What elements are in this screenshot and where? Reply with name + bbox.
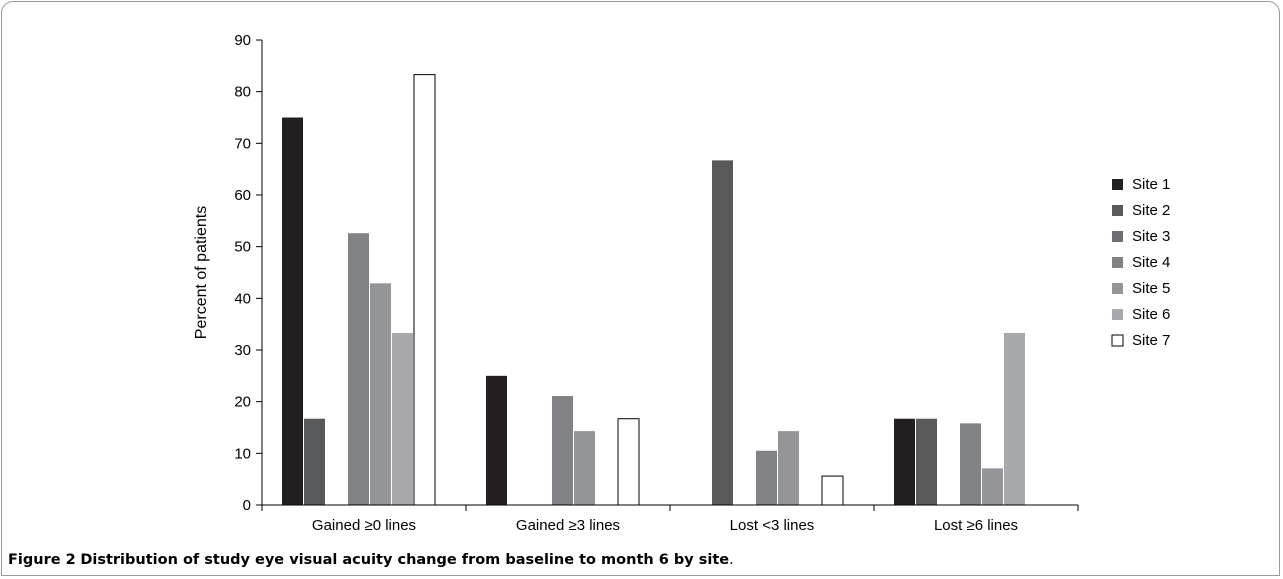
bar-site-5 xyxy=(574,431,595,505)
x-tick-label: Gained ≥0 lines xyxy=(312,517,416,534)
y-tick-label: 30 xyxy=(234,342,251,359)
bar-site-1 xyxy=(894,418,915,505)
figure-caption-text: Distribution of study eye visual acuity … xyxy=(80,552,730,568)
x-tick-label: Gained ≥3 lines xyxy=(516,517,620,534)
y-tick-label: 20 xyxy=(234,394,251,411)
y-tick-label: 70 xyxy=(234,135,251,152)
figure-label: Figure 2 xyxy=(8,552,76,568)
legend-label: Site 7 xyxy=(1132,332,1170,349)
bar-site-5 xyxy=(370,283,391,505)
legend-label: Site 3 xyxy=(1132,228,1170,245)
legend-swatch xyxy=(1112,231,1123,242)
legend-label: Site 4 xyxy=(1132,254,1170,271)
y-tick-label: 10 xyxy=(234,445,251,462)
bar-site-1 xyxy=(486,375,507,505)
y-tick-label: 0 xyxy=(243,497,251,514)
y-tick-label: 40 xyxy=(234,290,251,307)
bar-site-7 xyxy=(413,74,436,506)
legend-swatch xyxy=(1111,334,1124,347)
legend-swatch xyxy=(1112,205,1123,216)
bar-site-5 xyxy=(778,431,799,505)
bar-site-7 xyxy=(821,475,844,506)
bar-site-4 xyxy=(960,423,981,505)
legend-label: Site 5 xyxy=(1132,280,1170,297)
bar-site-6 xyxy=(1004,332,1025,505)
bar-site-4 xyxy=(756,450,777,505)
figure-caption: Figure 2 Distribution of study eye visua… xyxy=(8,552,734,568)
legend-swatch xyxy=(1112,283,1123,294)
bar-site-5 xyxy=(982,468,1003,505)
legend-swatch xyxy=(1112,179,1123,190)
bar-site-2 xyxy=(916,418,937,505)
figure-caption-end: . xyxy=(729,552,734,568)
bar-site-6 xyxy=(392,332,413,505)
legend-swatch xyxy=(1112,309,1123,320)
bar-site-7 xyxy=(617,418,640,506)
y-axis-label: Percent of patients xyxy=(193,206,210,339)
y-tick-label: 80 xyxy=(234,84,251,101)
legend-swatch xyxy=(1112,257,1123,268)
x-tick-label: Lost ≥6 lines xyxy=(934,517,1018,534)
x-tick-label: Lost <3 lines xyxy=(730,517,815,534)
bar-site-4 xyxy=(348,233,369,505)
bar-site-2 xyxy=(712,160,733,505)
bar-site-2 xyxy=(304,418,325,505)
legend-label: Site 6 xyxy=(1132,306,1170,323)
y-tick-label: 50 xyxy=(234,239,251,256)
y-tick-label: 60 xyxy=(234,187,251,204)
y-tick-label: 90 xyxy=(234,32,251,49)
legend-label: Site 2 xyxy=(1132,202,1170,219)
bar-site-1 xyxy=(282,117,303,505)
legend-label: Site 1 xyxy=(1132,176,1170,193)
bar-site-4 xyxy=(552,395,573,505)
